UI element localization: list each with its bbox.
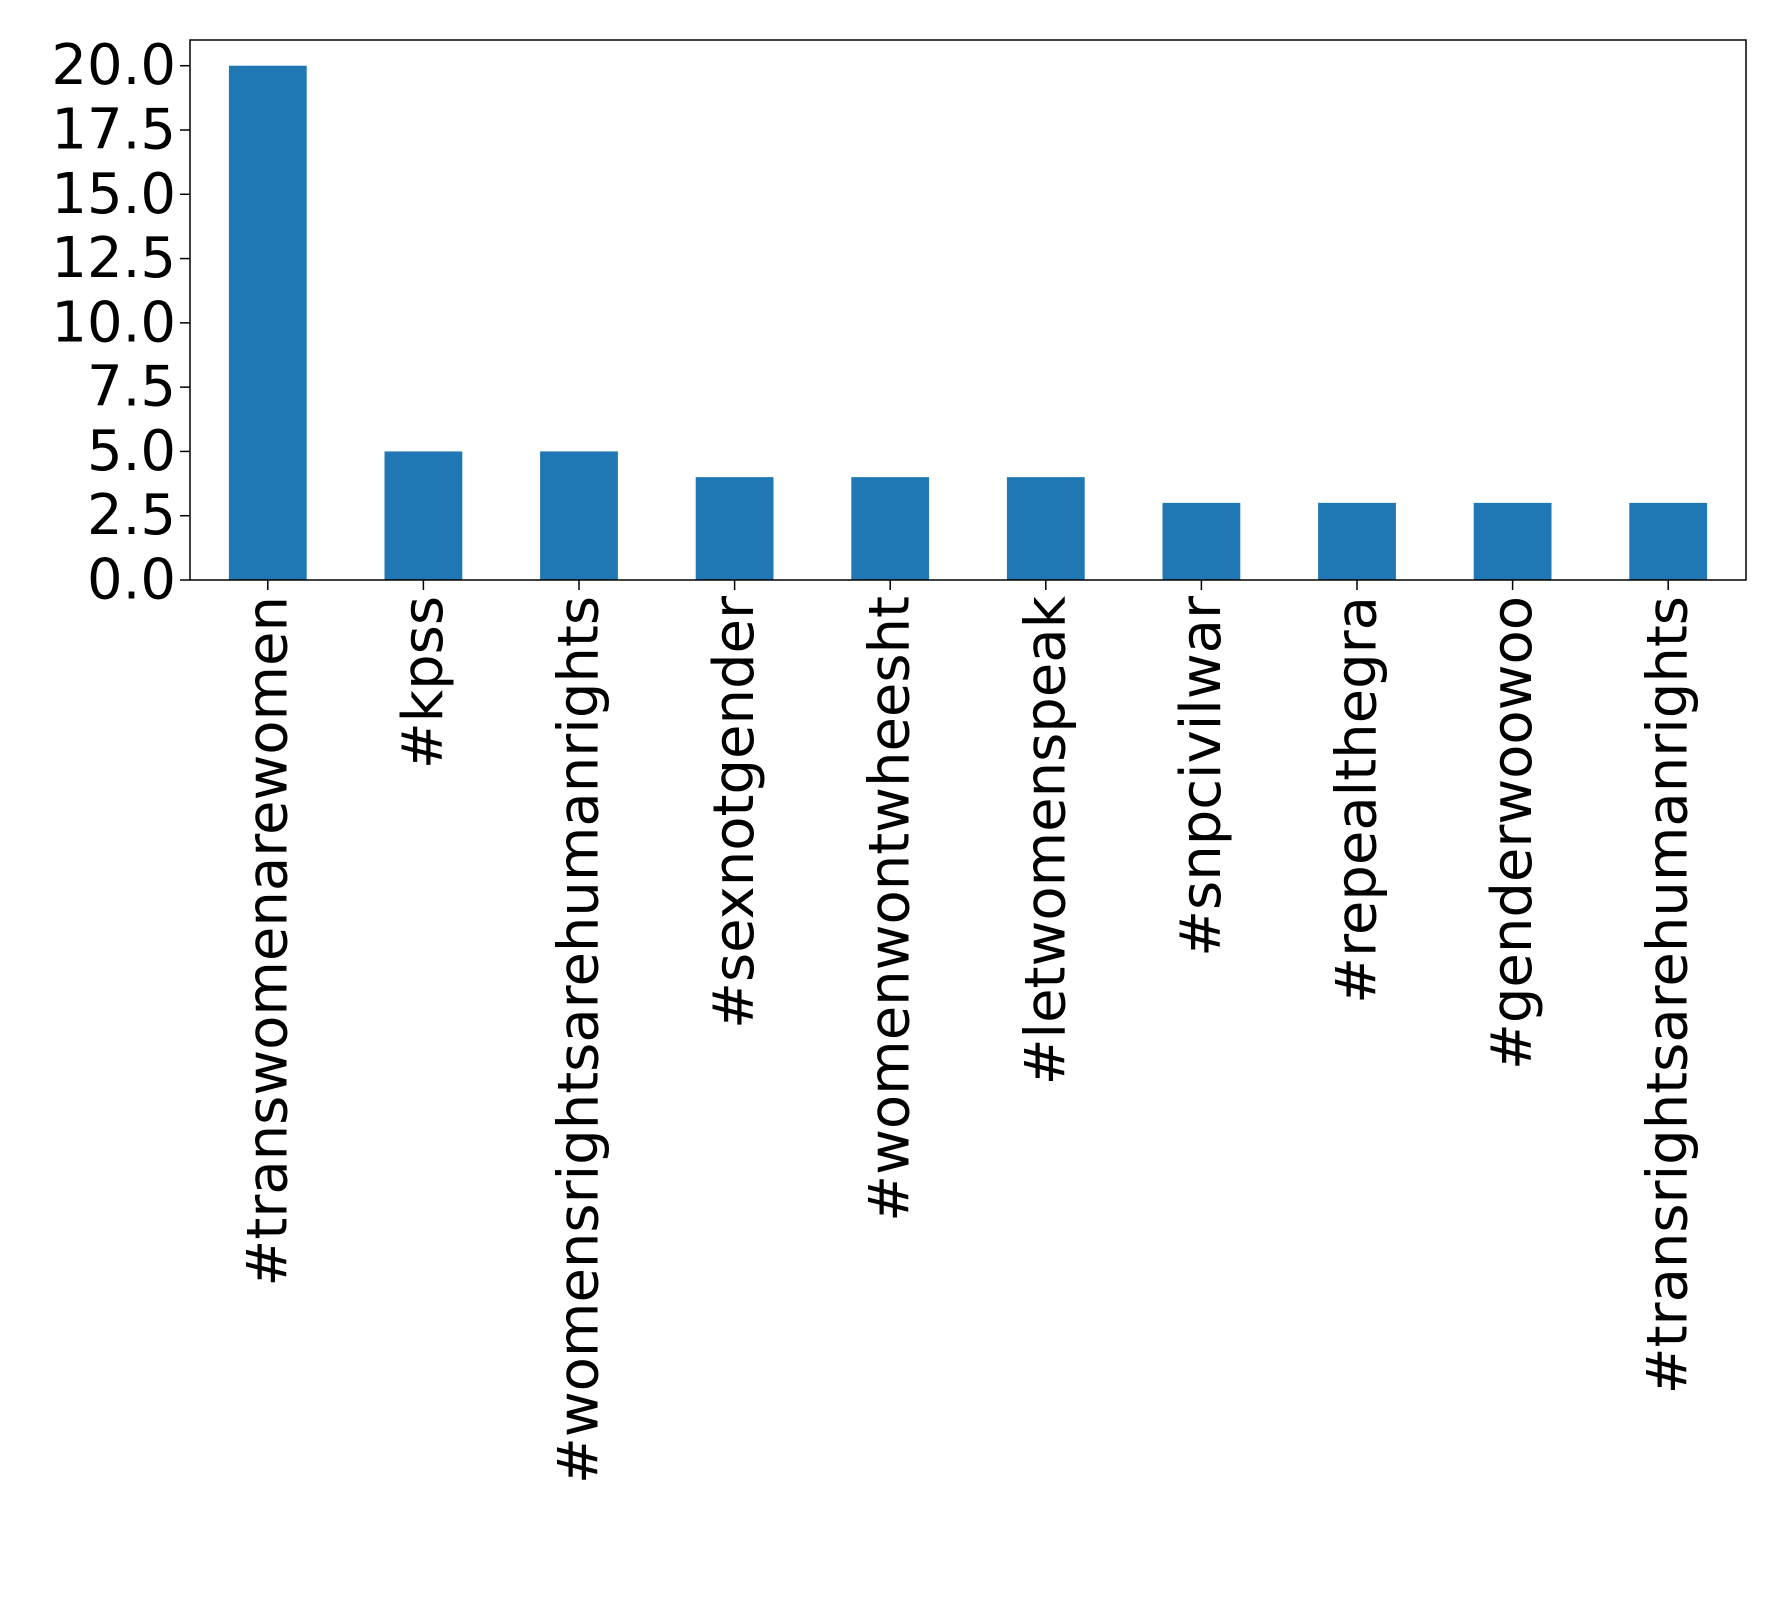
plot-frame [189,39,1747,581]
bar-repealthegra [1318,502,1396,580]
bar-snpcivilwar [1162,502,1241,580]
bar-womensrightsarehumanrights [540,451,618,580]
y-tick-label: 5.0 [87,419,176,484]
x-tick-label: #kpss [391,596,456,769]
y-tick-label: 0.0 [87,548,176,613]
x-tick-label: #genderwoowoo [1480,596,1545,1070]
bar-letwomenspeak [1006,477,1085,580]
y-tick-label: 17.5 [51,98,176,163]
x-tick-label: #letwomenspeak [1013,595,1078,1085]
y-tick-label: 2.5 [87,483,176,548]
x-axis: #transwomenarewomen #kpss #womensrightsare… [235,580,1701,1484]
x-tick-label: #womensrightsarehumanrights [547,596,612,1484]
bar-sexnotgender [695,477,774,580]
x-tick-label: #transwomenarewomen [235,596,300,1287]
y-tick-label: 12.5 [51,226,176,291]
y-tick-label: 10.0 [51,290,176,355]
y-tick-label: 7.5 [87,355,176,420]
x-tick-label: #sexnotgender [702,595,767,1029]
y-tick-label: 15.0 [51,162,176,227]
x-tick-label: #transrightsarehumanrights [1636,596,1701,1394]
bar-transrightsarehumanrights [1629,502,1708,580]
bars-layer [228,65,1708,580]
x-tick-label: #snpcivilwar [1169,595,1234,957]
bar-transwomenarewomen [228,65,307,580]
bar-kpss [384,451,463,580]
bar-womenwontwheesht [851,477,930,580]
bar-genderwoowoo [1473,502,1552,580]
x-tick-label: #womenwontwheesht [858,596,923,1222]
y-axis: 0.02.55.07.510.012.515.017.520.0 [51,33,190,613]
x-tick-label: #repealthegra [1325,596,1390,1004]
y-tick-label: 20.0 [51,33,176,98]
